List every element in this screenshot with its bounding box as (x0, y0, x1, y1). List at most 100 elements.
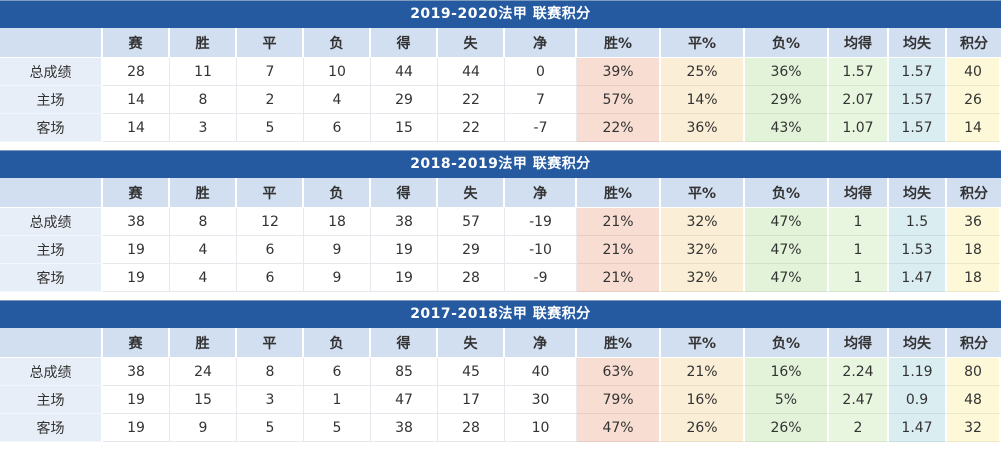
column-header: 赛 (103, 178, 170, 208)
cell: 19 (103, 386, 170, 414)
corner-cell (0, 328, 103, 358)
cell: 14 (103, 86, 170, 114)
cell: 5% (745, 386, 829, 414)
cell: 57% (577, 86, 661, 114)
cell: 4 (304, 86, 371, 114)
column-header: 均得 (829, 328, 889, 358)
cell: 1.57 (889, 114, 947, 142)
column-header: 胜% (577, 28, 661, 58)
cell: 45 (438, 358, 505, 386)
cell: 2.07 (829, 86, 889, 114)
cell: 28 (438, 414, 505, 442)
column-header: 赛 (103, 28, 170, 58)
cell: 3 (170, 114, 237, 142)
cell: 17 (438, 386, 505, 414)
cell: 28 (438, 264, 505, 292)
column-header: 负% (745, 28, 829, 58)
cell: 9 (304, 236, 371, 264)
row-label: 客场 (0, 264, 103, 292)
column-header: 失 (438, 28, 505, 58)
column-header: 负 (304, 328, 371, 358)
cell: -9 (505, 264, 577, 292)
column-header: 失 (438, 328, 505, 358)
cell: 12 (237, 208, 304, 236)
cell: 10 (304, 58, 371, 86)
cell: 25% (661, 58, 745, 86)
cell: 11 (170, 58, 237, 86)
corner-cell (0, 28, 103, 58)
cell: 40 (947, 58, 1001, 86)
cell: 19 (103, 236, 170, 264)
cell: 1.57 (889, 58, 947, 86)
cell: 6 (237, 264, 304, 292)
column-header: 净 (505, 328, 577, 358)
cell: 22% (577, 114, 661, 142)
cell: 85 (371, 358, 438, 386)
cell: 19 (371, 264, 438, 292)
cell: 32 (947, 414, 1001, 442)
cell: 9 (304, 264, 371, 292)
cell: 1.07 (829, 114, 889, 142)
cell: 28 (103, 58, 170, 86)
cell: 15 (371, 114, 438, 142)
cell: 7 (237, 58, 304, 86)
cell: 5 (237, 114, 304, 142)
cell: 2 (237, 86, 304, 114)
table-row: 主场 19 4 6 9 19 29 -10 21% 32% 47% 1 1.53 18 (0, 236, 1001, 264)
column-header: 赛 (103, 328, 170, 358)
cell: 36 (947, 208, 1001, 236)
row-label: 总成绩 (0, 358, 103, 386)
cell: 40 (505, 358, 577, 386)
cell: 18 (947, 264, 1001, 292)
cell: 47% (745, 264, 829, 292)
cell: 15 (170, 386, 237, 414)
column-header: 均失 (889, 178, 947, 208)
column-header: 负 (304, 28, 371, 58)
cell: 21% (577, 264, 661, 292)
table-row: 主场 14 8 2 4 29 22 7 57% 14% 29% 2.07 1.57 26 (0, 86, 1001, 114)
season-table-section-2019-2020: 2019-2020法甲 联赛积分 赛胜平负得失净胜% 平% 负% 均得 均失 积分 总成绩 2… (0, 0, 1001, 142)
column-header: 负% (745, 178, 829, 208)
cell: 14 (947, 114, 1001, 142)
cell: 39% (577, 58, 661, 86)
cell: 26 (947, 86, 1001, 114)
cell: 2.47 (829, 386, 889, 414)
cell: 44 (438, 58, 505, 86)
corner-cell (0, 178, 103, 208)
column-header: 均失 (889, 28, 947, 58)
cell: 21% (577, 236, 661, 264)
cell: 29% (745, 86, 829, 114)
cell: 47 (371, 386, 438, 414)
cell: 8 (170, 208, 237, 236)
table-row: 客场 14 3 5 6 15 22 -7 22% 36% 43% 1.07 1.57 14 (0, 114, 1001, 142)
cell: 18 (304, 208, 371, 236)
column-header: 得 (371, 28, 438, 58)
cell: 19 (371, 236, 438, 264)
cell: -19 (505, 208, 577, 236)
row-label: 主场 (0, 386, 103, 414)
cell: 26% (745, 414, 829, 442)
cell: 9 (170, 414, 237, 442)
cell: 7 (505, 86, 577, 114)
row-label: 总成绩 (0, 58, 103, 86)
standings-table: 赛胜平负得失净胜% 平% 负% 均得 均失 积分 总成绩 28 11 7 10 44 44 0 39% 25%… (0, 28, 1001, 142)
table-title: 2017-2018法甲 联赛积分 (0, 300, 1001, 328)
column-header: 均得 (829, 178, 889, 208)
cell: 6 (237, 236, 304, 264)
header-row: 赛胜平负得失净胜% 平% 负% 均得 均失 积分 (0, 328, 1001, 358)
cell: 26% (661, 414, 745, 442)
cell: 5 (237, 414, 304, 442)
cell: 1.57 (889, 86, 947, 114)
cell: 1.5 (889, 208, 947, 236)
column-header: 积分 (947, 178, 1001, 208)
cell: 22 (438, 114, 505, 142)
cell: 10 (505, 414, 577, 442)
cell: 57 (438, 208, 505, 236)
cell: 14% (661, 86, 745, 114)
table-row: 主场 19 15 3 1 47 17 30 79% 16% 5% 2.47 0.9 48 (0, 386, 1001, 414)
column-header: 胜 (170, 28, 237, 58)
column-header: 平% (661, 178, 745, 208)
column-header: 积分 (947, 28, 1001, 58)
cell: 1.57 (829, 58, 889, 86)
cell: 38 (371, 414, 438, 442)
